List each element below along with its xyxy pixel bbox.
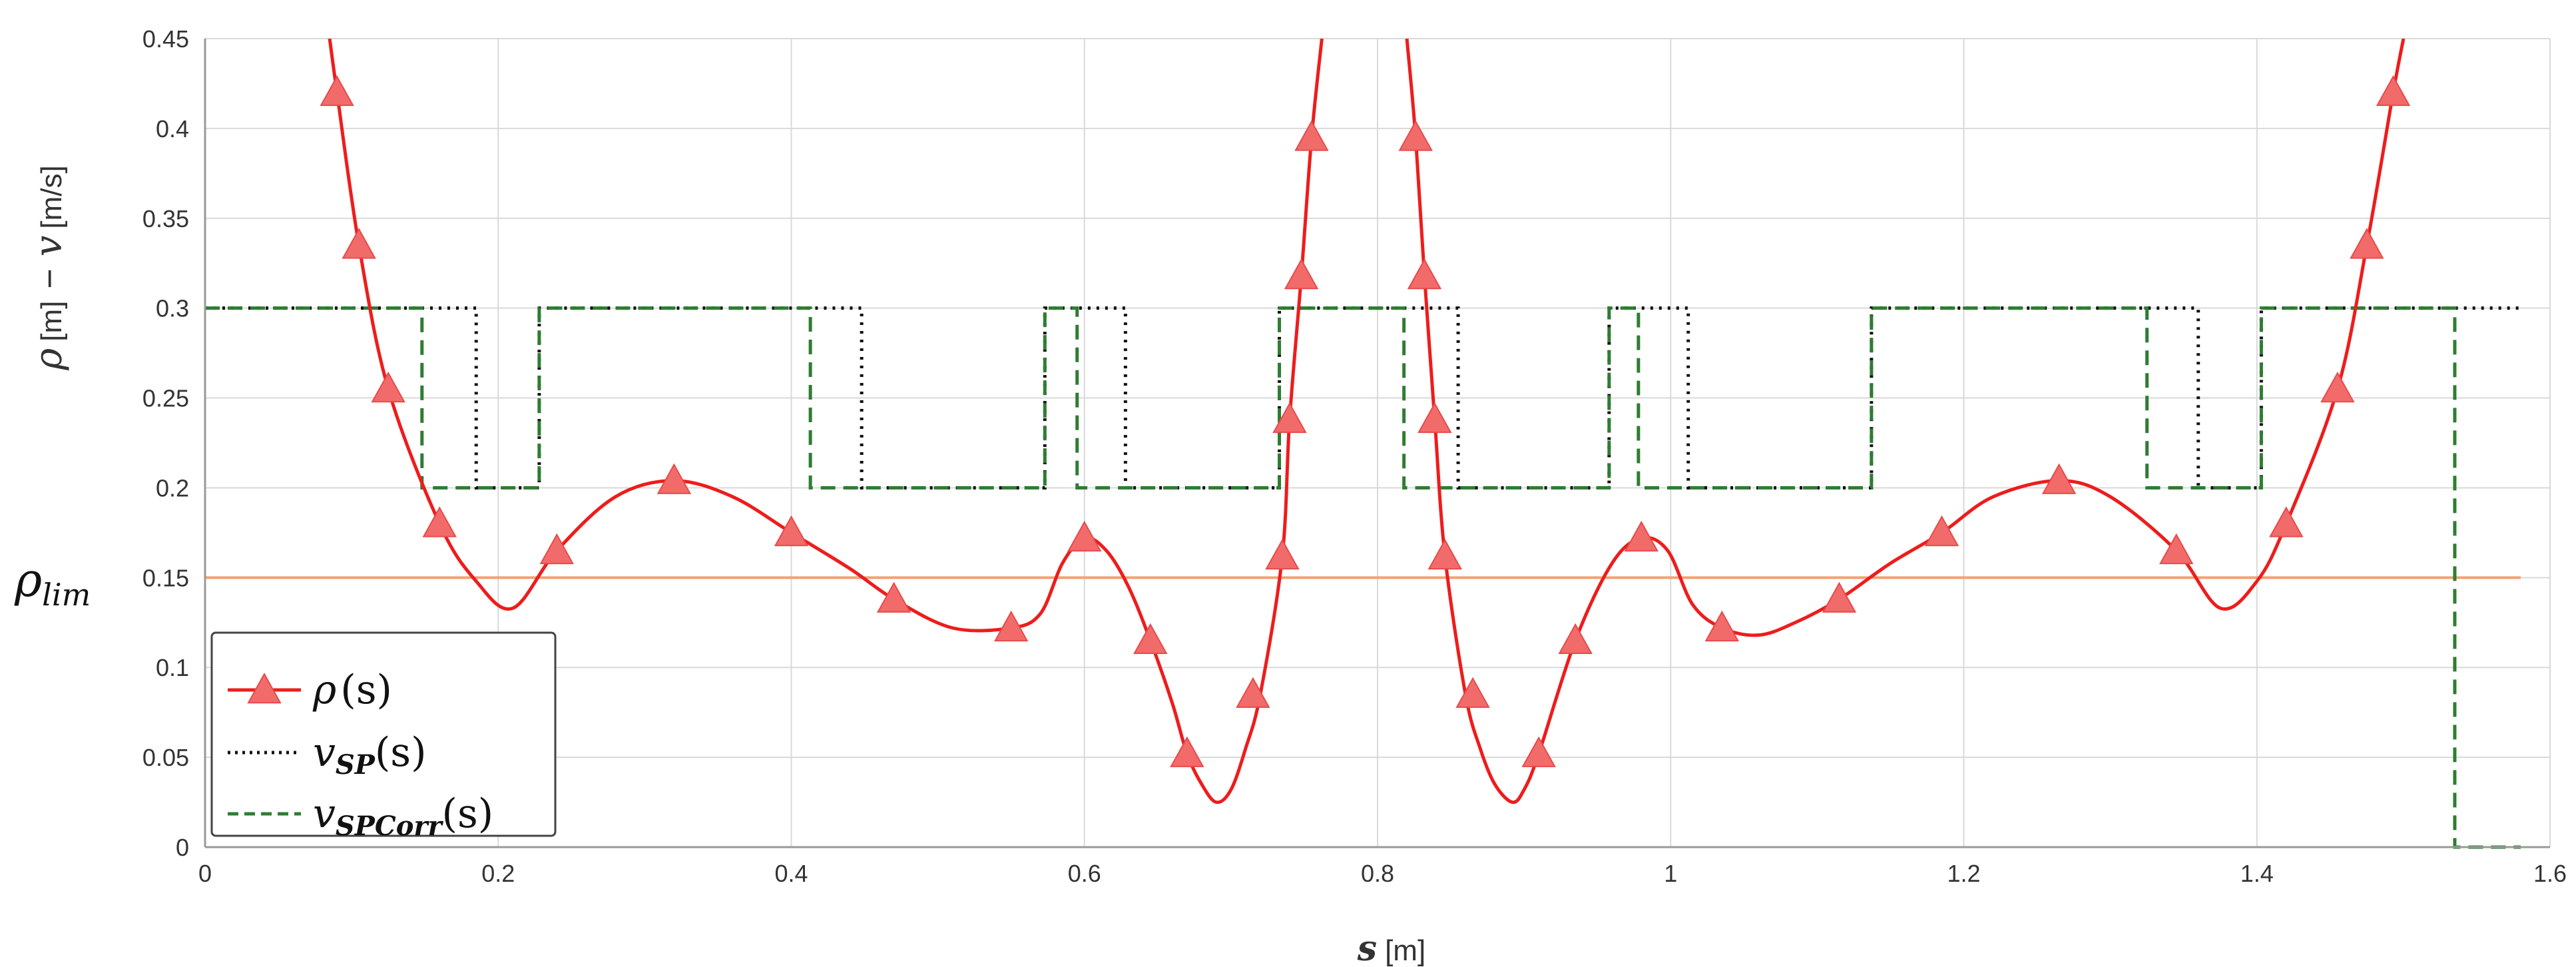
x-tick-label: 1.2 (1947, 860, 1980, 887)
x-tick-label: 1 (1664, 860, 1677, 887)
x-tick-label: 0.8 (1361, 860, 1394, 887)
x-tick-label: 1.4 (2240, 860, 2274, 887)
rho-marker (774, 515, 809, 547)
tick-labels: 0 0.2 0.4 0.6 0.8 1 1.2 1.4 1.6 0 0.05 0.1 0.15 0.2 0.… (142, 25, 2567, 887)
legend: ρ (s) vSP(s) vSPCorr(s) (210, 631, 557, 842)
x-tick-label: 0.6 (1068, 860, 1101, 887)
legend-item: vSPCorr(s) (228, 791, 493, 842)
rho-marker (993, 610, 1029, 642)
y-tick-label: 0.4 (156, 115, 189, 143)
rho-marker (1822, 581, 1857, 613)
y-axis-title: ρ[m]−v[m/s] (27, 165, 71, 370)
legend-label: vSPCorr(s) (313, 791, 493, 842)
rho-marker (1624, 520, 1659, 552)
y-tick-label: 0.25 (142, 385, 189, 412)
rho-marker (2320, 372, 2355, 403)
legend-label: ρ (s) (312, 667, 392, 713)
grid (204, 38, 2551, 848)
rho-marker (320, 75, 354, 107)
rho-marker (2159, 533, 2194, 565)
legend-item: ρ (s) (228, 667, 392, 713)
rho-marker (1265, 538, 1300, 570)
rho-marker (1398, 120, 1433, 151)
legend-marker (247, 672, 282, 704)
series-line-rho-left (328, 39, 1324, 805)
rho-marker (1236, 677, 1270, 708)
rho-marker (1558, 623, 1593, 654)
rho-marker (1427, 538, 1462, 570)
rho-marker (1407, 258, 1442, 290)
x-tick-label: 1.6 (2533, 860, 2567, 887)
x-tick-label: 0.2 (481, 860, 515, 887)
x-tick-label: 0 (198, 860, 212, 887)
rho-marker (1924, 515, 1959, 547)
rho-marker (1272, 402, 1307, 434)
x-axis-title: s [m] (1357, 928, 1425, 967)
rho-marker (1170, 736, 1204, 767)
rho-marker (539, 533, 574, 565)
y-tick-label: 0.2 (156, 474, 189, 501)
rho-marker (1704, 610, 1739, 642)
series-line-vSPCorr(s) (205, 306, 2521, 849)
rho-marker (1284, 258, 1319, 290)
rho-marker (876, 581, 911, 613)
legend-label: vSP(s) (313, 729, 426, 781)
rho-marker (2041, 463, 2077, 494)
rho-marker (2376, 75, 2411, 107)
rho-marker (1133, 623, 1168, 654)
y-tick-label: 0.15 (142, 564, 189, 591)
rho-marker (656, 463, 692, 494)
rho-marker (1417, 402, 1452, 434)
rho-marker (1294, 120, 1329, 151)
rho-marker (422, 506, 457, 537)
y-tick-label: 0.45 (142, 25, 189, 53)
y-tick-label: 0.05 (142, 744, 189, 771)
y-tick-label: 0.35 (142, 205, 189, 232)
axes (204, 39, 2550, 848)
rho-marker (342, 228, 376, 259)
y-tick-label: 0.1 (156, 654, 189, 681)
rho-marker (2350, 228, 2384, 259)
series-line-rho-right (1405, 39, 2406, 805)
rho-marker (1521, 736, 1556, 767)
x-tick-label: 0.4 (774, 860, 808, 887)
rho-marker (371, 372, 405, 403)
series-layer (205, 39, 2521, 849)
rho-lim-annotation: ρlim (14, 553, 91, 613)
y-tick-label: 0.3 (156, 295, 189, 322)
legend-item: vSP(s) (228, 729, 426, 781)
rho-marker (1067, 520, 1102, 552)
y-tick-label: 0 (176, 834, 189, 861)
rho-marker (1455, 677, 1490, 708)
rho-marker (2269, 506, 2304, 537)
